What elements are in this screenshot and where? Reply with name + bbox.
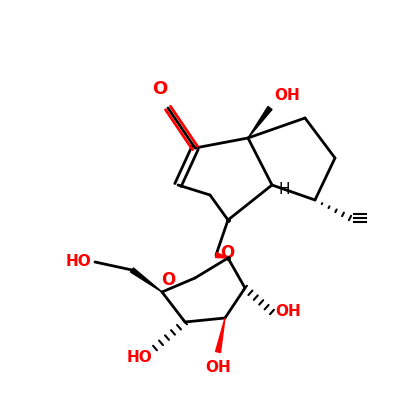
Text: H: H [278,182,290,198]
Text: O: O [220,244,234,262]
Text: HO: HO [65,254,91,270]
Text: OH: OH [205,360,231,375]
Text: O: O [152,80,168,98]
Polygon shape [215,252,228,258]
Text: OH: OH [275,304,301,320]
Polygon shape [216,318,225,352]
Polygon shape [130,268,162,292]
Polygon shape [248,106,272,138]
Text: O: O [161,271,176,289]
Text: OH: OH [274,88,300,103]
Text: HO: HO [126,350,152,365]
